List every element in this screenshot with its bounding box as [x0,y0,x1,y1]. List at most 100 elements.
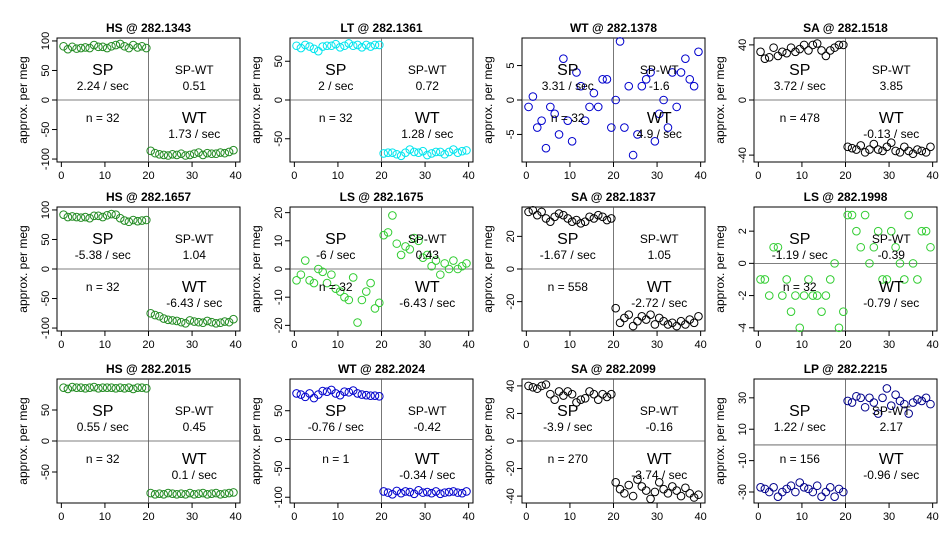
data-point [142,384,151,393]
sp-rate: 3.31 / sec [542,79,594,93]
wt-label: WT [647,110,672,127]
panel-12: LP @ 282.2215 0 10 20 30 40 -30 -10 10 30 approx. … [713,362,939,523]
data-point [115,383,125,392]
data-point [646,494,655,504]
x-tick-label: 10 [564,339,576,351]
data-point [563,214,573,223]
data-point [633,316,642,326]
data-point [633,130,642,139]
data-point [537,207,546,217]
data-point [85,213,94,223]
data-point [843,396,852,406]
panel-10: WT @ 282.2024 0 10 20 30 40 -100 -50 0 50 approx. … [249,362,475,523]
data-point [563,387,573,396]
data-point [637,81,647,91]
data-point [620,313,629,323]
sp-label: SP [325,62,346,79]
data-point [611,303,620,313]
panel-title: SA @ 282.1518 [803,21,888,35]
data-point [532,123,542,132]
y-tick-label: 50 [40,64,52,76]
data-point [405,145,415,154]
data-point [778,487,787,497]
data-point [102,43,112,53]
data-point [921,148,931,157]
data-point [847,210,857,220]
data-point [895,259,905,268]
data-point [873,226,883,236]
data-point [528,205,538,215]
data-point [207,317,216,327]
data-point [94,211,103,221]
wt-label: WT [879,451,904,468]
data-point [598,389,607,399]
data-point [524,381,533,391]
data-point [607,214,616,223]
data-point [812,39,822,48]
n-label: n = 558 [548,280,589,294]
data-point [370,304,380,313]
data-point [908,259,918,268]
y-tick-label: -50 [273,131,285,147]
data-point [799,483,809,492]
data-point [524,102,533,112]
data-point [107,209,116,219]
data-point [98,383,108,392]
sp-rate: -6 / sec [316,248,355,262]
data-point [198,488,208,498]
wt-label: WT [415,451,440,468]
data-point [681,54,690,63]
sp-label: SP [789,403,810,420]
sp-label: SP [789,62,810,79]
x-tick-label: 30 [651,511,663,523]
wt-rate: -0.13 / sec [863,127,919,141]
data-point [370,391,380,401]
data-point [427,488,436,498]
data-point [440,488,449,497]
x-tick-label: 20 [607,170,619,182]
data-point [676,68,686,77]
sp-label: SP [92,403,113,420]
data-point [292,275,301,285]
data-point [146,308,155,318]
data-point [194,489,203,499]
data-point [668,482,677,491]
data-point [453,488,463,497]
data-point [913,395,922,404]
data-point [89,211,99,221]
data-point [229,314,238,324]
data-point [388,148,397,157]
data-point [791,487,800,497]
y-tick-label: 5 [505,62,517,68]
data-point [668,318,677,328]
data-point [159,150,169,160]
sp-wt-label: SP-WT [408,404,447,418]
data-point [602,215,612,225]
data-point [63,384,73,394]
wt-rate: -6.43 / sec [166,296,222,310]
data-point [309,278,319,288]
data-point [672,321,681,331]
x-tick-label: 0 [58,170,64,182]
data-point [563,116,573,125]
data-point [869,398,879,407]
data-point [340,292,349,302]
x-tick-label: 10 [564,511,576,523]
data-point [585,102,594,112]
data-point [189,317,199,326]
x-tick-label: 10 [564,170,576,182]
panel-title: LP @ 282.2215 [804,362,888,376]
data-point [589,389,599,399]
y-tick-label: 0 [273,97,285,103]
panel-9: HS @ 282.2015 0 10 20 30 40 -50 0 50 approx. per … [16,362,242,523]
n-label: n = 32 [783,280,817,294]
data-point [908,398,918,407]
data-point [366,391,375,401]
data-point [159,314,169,323]
data-point [572,68,581,77]
data-point [392,486,402,496]
sp-wt-value: -0.39 [878,248,906,262]
data-point [821,51,831,61]
y-tick-label: -4 [737,323,749,333]
y-axis-label: approx. per meg [481,56,495,143]
